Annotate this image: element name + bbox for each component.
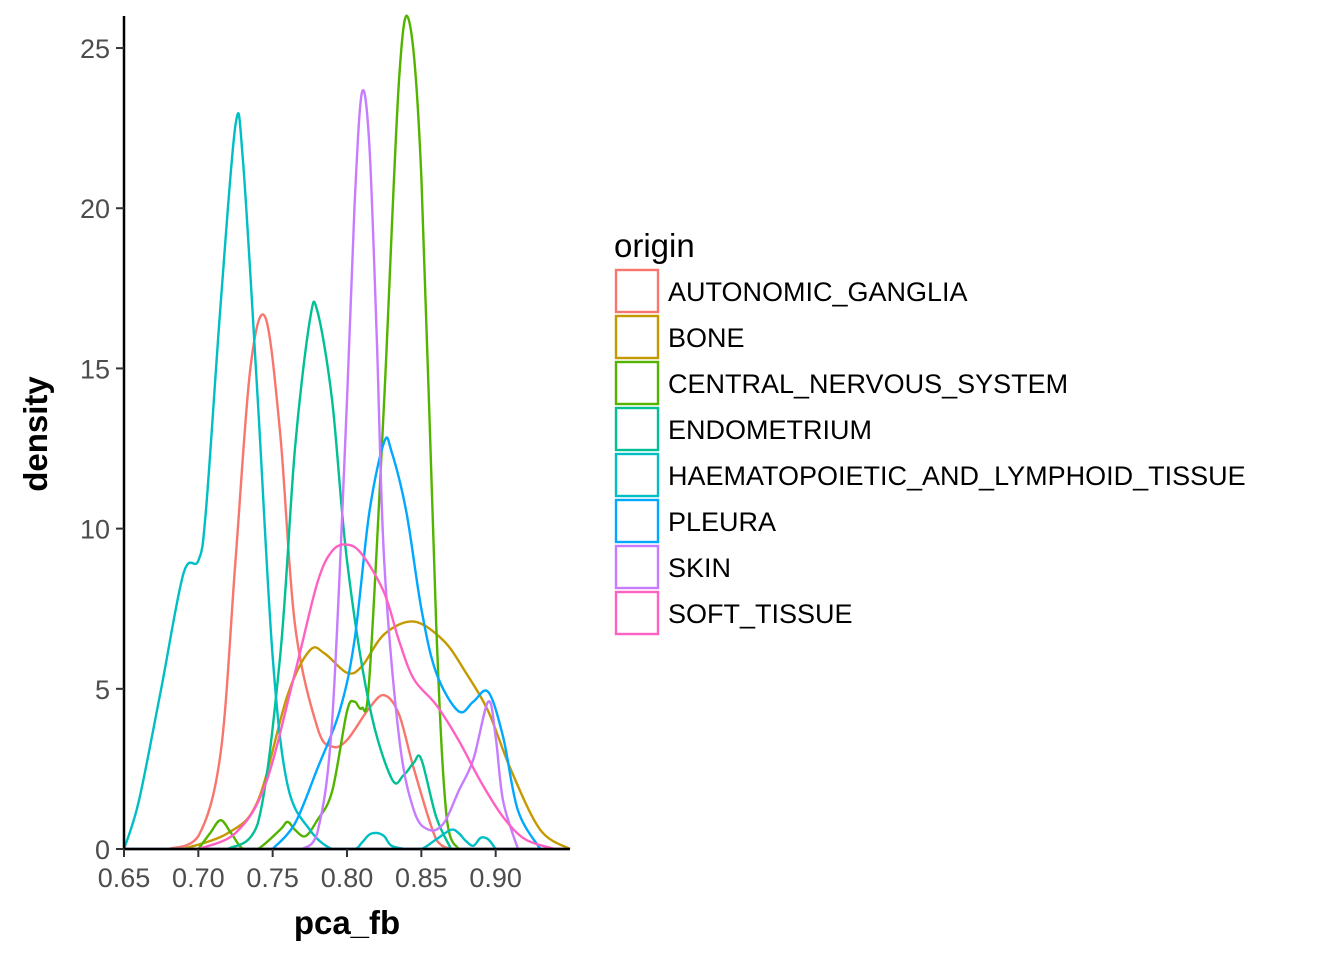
x-tick-label: 0.90 [469, 863, 522, 893]
y-tick-label: 20 [80, 194, 110, 224]
legend-items: AUTONOMIC_GANGLIA BONE CENTRAL_NERVOUS_SYS… [614, 268, 1246, 636]
legend: origin AUTONOMIC_GANGLIA BONE CENTRAL_NERV… [614, 227, 1246, 636]
legend-key [614, 406, 660, 452]
legend-label: PLEURA [668, 507, 776, 537]
legend-label: CENTRAL_NERVOUS_SYSTEM [668, 369, 1068, 399]
y-axis-title: density [17, 376, 54, 492]
legend-key [614, 590, 660, 636]
legend-label: SOFT_TISSUE [668, 599, 853, 629]
x-axis-ticks: 0.65 0.70 0.75 0.80 0.85 0.90 [98, 849, 522, 893]
y-tick-label: 10 [80, 515, 110, 545]
y-tick-label: 15 [80, 354, 110, 384]
x-tick-label: 0.65 [98, 863, 151, 893]
series-line-soft-tissue [197, 543, 556, 851]
legend-label: HAEMATOPOIETIC_AND_LYMPHOID_TISSUE [668, 461, 1246, 491]
legend-label: ENDOMETRIUM [668, 415, 872, 445]
legend-label: AUTONOMIC_GANGLIA [668, 277, 968, 307]
legend-key [614, 268, 660, 314]
series-line-central-nervous-system [197, 14, 460, 851]
legend-title: origin [614, 227, 695, 264]
y-tick-label: 25 [80, 34, 110, 64]
legend-label: SKIN [668, 553, 731, 583]
series-line-endometrium [227, 300, 453, 851]
series-line-pleura [271, 436, 542, 850]
series-line-bone [183, 620, 571, 851]
legend-key [614, 452, 660, 498]
legend-key [614, 544, 660, 590]
legend-key [614, 360, 660, 406]
x-tick-label: 0.70 [172, 863, 225, 893]
x-tick-label: 0.75 [246, 863, 299, 893]
y-tick-label: 0 [95, 835, 110, 865]
density-curves [122, 14, 571, 851]
y-tick-label: 5 [95, 675, 110, 705]
legend-key [614, 314, 660, 360]
series-line-autonomic-ganglia [168, 313, 452, 851]
x-tick-label: 0.80 [321, 863, 374, 893]
legend-key [614, 498, 660, 544]
x-axis-title: pca_fb [294, 904, 400, 941]
series-line-skin [301, 89, 520, 850]
x-tick-label: 0.85 [395, 863, 448, 893]
legend-label: BONE [668, 323, 745, 353]
y-axis-ticks: 0 5 10 15 20 25 [80, 34, 124, 865]
series-line-haematopoietic-and-lymphoid-tissue [122, 112, 497, 851]
